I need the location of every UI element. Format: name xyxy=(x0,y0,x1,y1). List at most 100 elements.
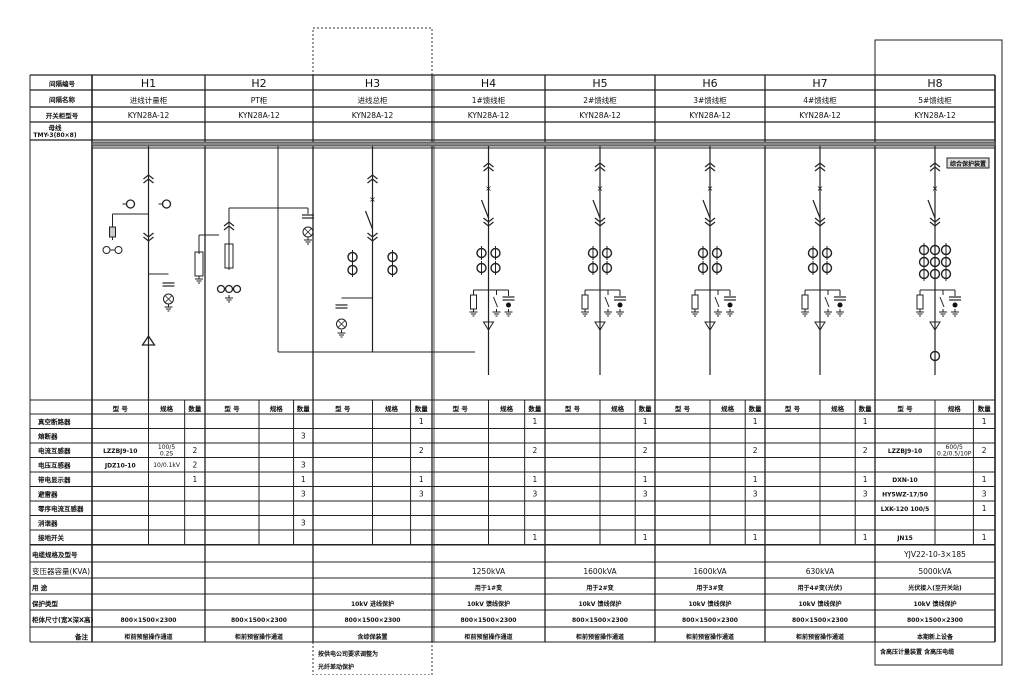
row-label-component: 消谐器 xyxy=(38,519,58,528)
bay-transformer: 1250kVA xyxy=(472,567,506,576)
arrester-icon xyxy=(691,294,699,310)
component-qty: 3 xyxy=(982,490,987,499)
bay-cabinet-model: KYN28A-12 xyxy=(914,111,956,120)
row-label-bay-no: 间隔编号 xyxy=(49,79,76,88)
row-label-component: 电流互感器 xyxy=(38,446,71,455)
lower-plug-icon xyxy=(814,221,826,227)
breaker-x-icon: × xyxy=(817,184,824,193)
bay-protection: 10kV 馈线保护 xyxy=(578,600,621,608)
protection-device-tag xyxy=(946,157,990,169)
h8-note: 含高压计量装置 含高压电缆 xyxy=(880,648,954,656)
bay-name: 2#馈线柜 xyxy=(583,95,617,105)
component-spec: 100/5 0.2S xyxy=(158,444,175,457)
row-label-busbar-spec: TMY-3(80×8) xyxy=(33,132,76,139)
component-qty: 3 xyxy=(301,461,306,470)
row-label-busbar: 母线 xyxy=(49,123,63,132)
bay-h7: H7 4#馈线柜 KYN28A-12 型 号 规格 数量 1 2 1 3 1 630kVA 用于4#变(… xyxy=(785,77,872,641)
component-model: LXK-120 100/5 xyxy=(881,506,930,513)
bay-remark: 含综保装置 xyxy=(357,633,387,641)
upper-plug-icon xyxy=(483,162,494,168)
live-display-icon xyxy=(952,302,958,308)
row-label-bay-name: 间隔名称 xyxy=(49,95,76,104)
upper-plug-icon xyxy=(594,166,606,172)
row-label-component: 带电显示器 xyxy=(38,475,71,484)
bay-transformer: 5000kVA xyxy=(918,567,952,576)
lamp-cross xyxy=(337,320,346,328)
earth-switch-icon xyxy=(493,296,498,308)
bay-id: H6 xyxy=(702,77,717,90)
component-qty: 1 xyxy=(532,475,537,484)
bay-remark: 柜前预留操作通道 xyxy=(575,633,624,641)
component-qty: 3 xyxy=(643,490,648,499)
component-qty: 2 xyxy=(753,446,758,455)
bay-h1: H1 进线计量柜 KYN28A-12 型 号 规格 数量 LZZBJ9-10 100/5 0.2… xyxy=(102,77,202,641)
bay-transformer: 630kVA xyxy=(806,567,835,576)
cable-head-icon xyxy=(482,321,495,331)
row-label-cable: 电缆规格及型号 xyxy=(32,550,78,559)
bay-usage: 用于1#变 xyxy=(474,584,502,592)
vt-icon xyxy=(114,246,123,254)
component-spec-line: 10/0.1kV xyxy=(153,462,181,469)
bay-remark: 柜前预留操作通道 xyxy=(123,633,172,641)
bay-cabinet-model: KYN28A-12 xyxy=(238,111,280,120)
bay-cabinet-model: KYN28A-12 xyxy=(128,111,170,120)
component-qty: 1 xyxy=(532,417,537,426)
row-label-component: 熔断器 xyxy=(38,432,58,441)
lamp-cross xyxy=(304,228,312,236)
col-header-model: 型 号 xyxy=(785,404,801,413)
col-header-qty: 数量 xyxy=(415,404,429,413)
component-model: HY5WZ-17/50 xyxy=(882,492,928,499)
col-header-qty: 数量 xyxy=(297,404,311,413)
meter-ct-icon xyxy=(125,199,136,209)
component-model: JDZ10-10 xyxy=(104,463,136,470)
lower-plug-icon xyxy=(483,217,494,223)
row-label-remark: 备注 xyxy=(74,632,89,641)
breaker-x-icon: × xyxy=(707,184,714,193)
bay-h8: H8 5#馈线柜 KYN28A-12 型 号 规格 数量 1 LZZBJ9-10 600/5 0.… xyxy=(881,77,991,641)
bay-remark: 柜前预留操作通道 xyxy=(795,633,844,641)
component-spec-line: 0.2/0.5/10P xyxy=(937,450,972,457)
component-spec-line: 0.2S xyxy=(160,450,174,457)
bay-id: H2 xyxy=(251,77,266,90)
vt-icon xyxy=(216,284,226,294)
component-qty: 3 xyxy=(301,432,306,441)
fuse-icon xyxy=(224,243,234,269)
row-label-component: 接地开关 xyxy=(38,533,65,542)
cable-head-icon xyxy=(704,321,716,331)
col-header-model: 型 号 xyxy=(565,404,581,413)
bay-h4: H4 1#馈线柜 KYN28A-12 型 号 规格 数量 1 2 1 3 1 1250kVA 用于1#变… xyxy=(453,77,542,641)
breaker-blade-icon xyxy=(927,199,936,219)
bay-id: H5 xyxy=(592,77,607,90)
row-label-component: 避雷器 xyxy=(37,490,58,499)
component-qty: 3 xyxy=(863,490,868,499)
bay-name: 1#馈线柜 xyxy=(472,95,506,105)
component-qty: 2 xyxy=(643,446,648,455)
component-qty: 1 xyxy=(643,533,648,542)
earth-switch-icon xyxy=(714,296,720,308)
bay-remark: 柜前预留操作通道 xyxy=(685,633,734,641)
breaker-blade-icon xyxy=(702,199,711,219)
component-qty: 1 xyxy=(419,475,424,484)
lamp-cross xyxy=(164,295,173,303)
vt-icon xyxy=(102,246,111,254)
bay-transformer: 1600kVA xyxy=(693,567,727,576)
col-header-model: 型 号 xyxy=(897,404,913,413)
lower-plug-icon xyxy=(594,221,606,227)
breaker-x-icon: × xyxy=(597,184,604,193)
col-header-spec: 规格 xyxy=(270,404,284,413)
bay-h2: H2 PT柜 KYN28A-12 型 号 规格 数量 3 3 1 3 3 800×1500×2300 柜… xyxy=(194,77,475,641)
upper-plug-icon xyxy=(704,162,716,168)
lower-plug-icon xyxy=(929,217,941,223)
row-label-component: 真空断路器 xyxy=(38,417,71,426)
busbar xyxy=(91,141,996,147)
live-display-icon xyxy=(617,302,623,308)
row-label-component: 零序电流互感器 xyxy=(37,504,84,513)
component-qty: 3 xyxy=(753,490,758,499)
earth-switch-icon xyxy=(604,296,610,308)
component-qty: 3 xyxy=(419,490,424,499)
bay-protection: 10kV 馈线保护 xyxy=(798,600,841,608)
component-model: DXN-10 xyxy=(892,477,917,484)
bay-id: H3 xyxy=(365,77,380,90)
breaker-x-icon: × xyxy=(485,184,492,193)
